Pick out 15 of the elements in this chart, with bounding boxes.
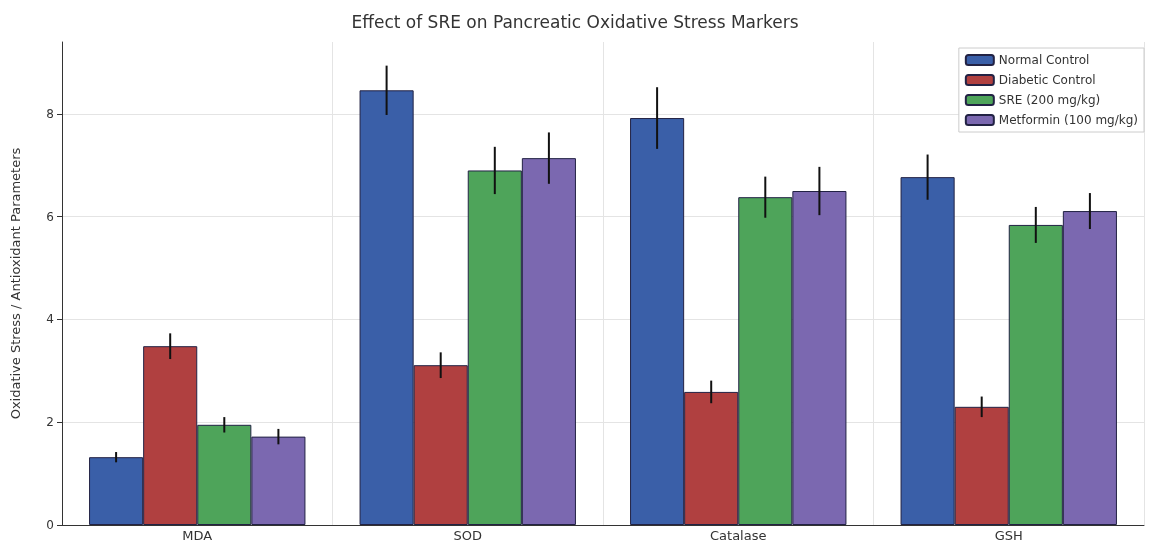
- y-axis-title: Oxidative Stress / Antioxidant Parameters: [8, 147, 23, 420]
- y-tick-label: 0: [46, 518, 54, 532]
- legend-label: SRE (200 mg/kg): [998, 93, 1101, 107]
- legend-label: Diabetic Control: [998, 73, 1096, 87]
- legend-label: Normal Control: [998, 53, 1090, 67]
- y-tick-label: 4: [46, 312, 54, 327]
- y-tick-label: 2: [46, 415, 54, 430]
- x-tick-label: GSH: [994, 528, 1023, 543]
- legend-label: Metformin (100 mg/kg): [998, 113, 1138, 127]
- y-tick-label: 8: [46, 106, 54, 121]
- chart-title: Effect of SRE on Pancreatic Oxidative Stress Markers: [351, 11, 799, 32]
- x-tick-label: MDA: [182, 528, 213, 543]
- x-tick-label: Catalase: [710, 528, 767, 543]
- x-tick-label: SOD: [453, 528, 482, 543]
- y-tick-label: 6: [46, 209, 54, 224]
